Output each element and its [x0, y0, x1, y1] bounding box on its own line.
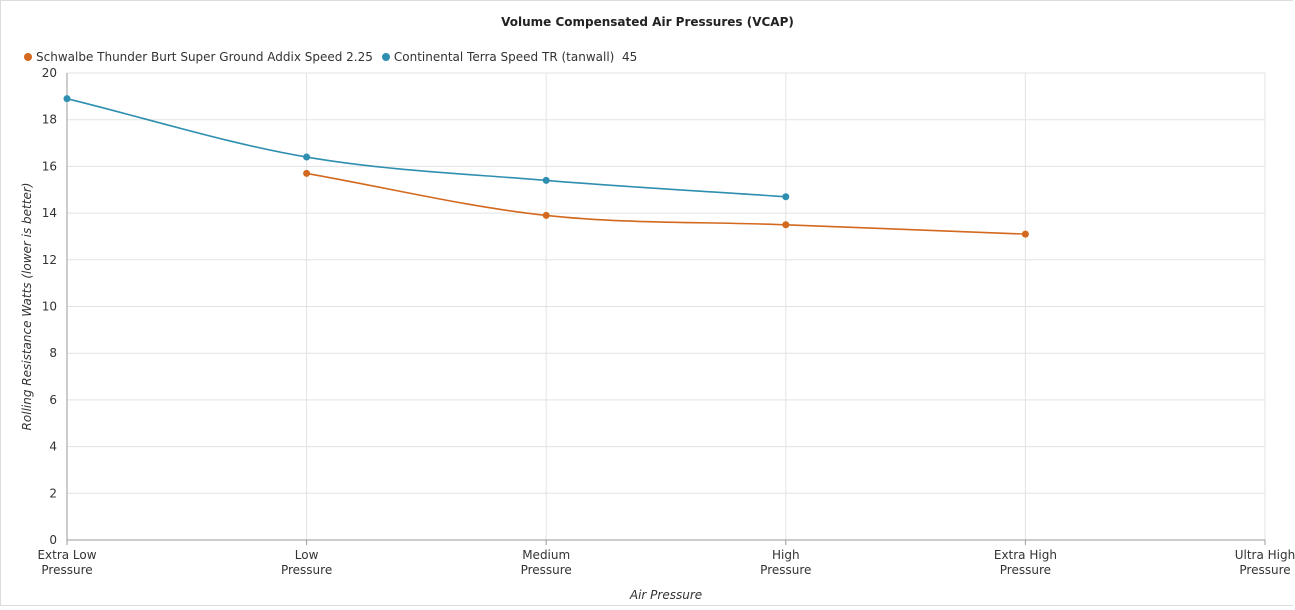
- y-tick-label: 4: [49, 440, 57, 454]
- chart-legend: Schwalbe Thunder Burt Super Ground Addix…: [24, 50, 646, 64]
- x-tick-label: Medium Pressure: [521, 548, 572, 577]
- y-tick-label: 18: [42, 113, 57, 127]
- y-tick-label: 10: [42, 300, 57, 314]
- x-tick-label: Low Pressure: [281, 548, 332, 577]
- legend-label-series-1: Schwalbe Thunder Burt Super Ground Addix…: [36, 50, 373, 64]
- legend-swatch-series-1: [24, 53, 32, 61]
- series-line-1: [306, 172, 1026, 235]
- y-tick-label: 6: [49, 393, 57, 407]
- legend-item-series-2[interactable]: Continental Terra Speed TR (tanwall) 45: [381, 50, 638, 64]
- data-point-series-2[interactable]: [782, 193, 790, 201]
- data-point-series-1[interactable]: [303, 169, 311, 177]
- x-tick-label: Extra High Pressure: [994, 548, 1057, 577]
- chart-title: Volume Compensated Air Pressures (VCAP): [501, 15, 794, 29]
- y-tick-label: 12: [42, 253, 57, 267]
- data-point-series-1[interactable]: [1021, 230, 1029, 238]
- data-point-series-2[interactable]: [542, 176, 550, 184]
- y-axis-title: Rolling Resistance Watts (lower is bette…: [20, 183, 34, 431]
- x-axis-title: Air Pressure: [629, 588, 702, 602]
- y-tick-label: 14: [42, 206, 57, 220]
- x-tick-label: High Pressure: [760, 548, 811, 577]
- legend-label-series-2: Continental Terra Speed TR (tanwall) 45: [393, 50, 638, 64]
- y-tick-label: 0: [49, 533, 57, 547]
- legend-item-series-1[interactable]: Schwalbe Thunder Burt Super Ground Addix…: [24, 50, 373, 64]
- data-point-series-1[interactable]: [782, 221, 790, 229]
- legend-swatch-series-2: [381, 53, 390, 61]
- y-tick-label: 8: [49, 346, 57, 360]
- series-line-2: [66, 97, 786, 198]
- data-point-series-2[interactable]: [303, 153, 311, 161]
- y-tick-label: 20: [42, 66, 57, 80]
- y-tick-label: 16: [42, 159, 57, 173]
- data-point-series-1[interactable]: [542, 211, 550, 219]
- x-tick-label: Extra Low Pressure: [37, 548, 96, 577]
- y-tick-label: 2: [49, 486, 57, 500]
- x-tick-label: Ultra High Pressure: [1235, 548, 1295, 577]
- data-point-series-2[interactable]: [63, 95, 71, 103]
